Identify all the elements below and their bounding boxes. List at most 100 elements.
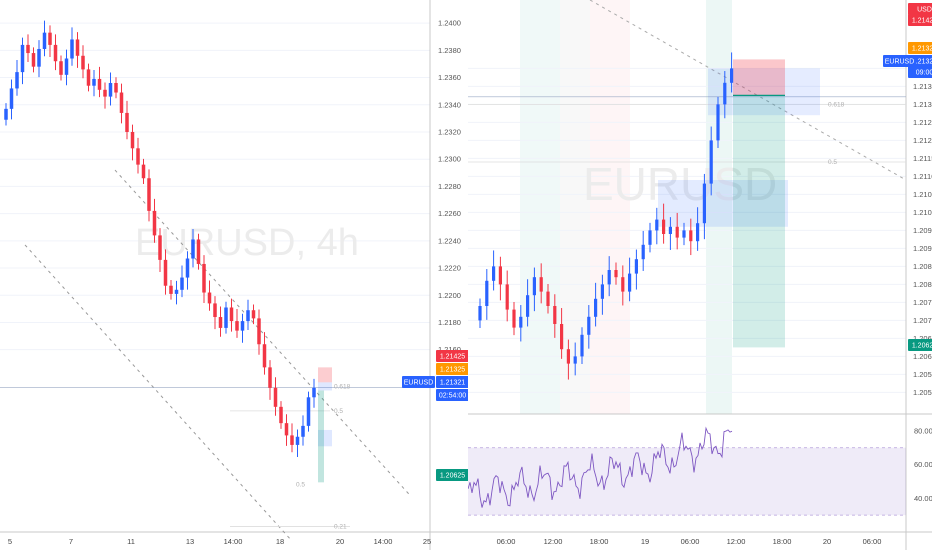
left-candle-body	[218, 317, 223, 328]
left-candle-body	[174, 289, 179, 294]
channel-lower-line	[24, 244, 291, 540]
right-candle-body	[512, 309, 516, 328]
left-candle-body	[147, 178, 151, 211]
left-candle-body	[290, 435, 294, 445]
left-price-badge-bg	[436, 363, 468, 375]
left-price-badge: 1.20625	[436, 469, 468, 481]
right-candle-body	[702, 183, 706, 224]
right-candle-body	[634, 259, 638, 274]
right-symbol-badge: EURUSD	[883, 55, 916, 67]
right-price-badge-bg	[908, 66, 932, 78]
left-symbol-badge: EURUSD	[402, 376, 435, 388]
left-price-badge-bg	[436, 469, 468, 481]
left-candle-body	[235, 321, 239, 331]
right-xtick-label: 18:00	[773, 537, 792, 546]
right-candle-body	[573, 356, 577, 364]
right-time-axis[interactable]: 06:00 12:00 18:00 19 06:00 12:00 18:00 20 06:00	[497, 537, 882, 546]
right-candle-body	[668, 226, 672, 234]
left-candle-body	[152, 210, 157, 236]
left-xtick-label: 25	[423, 537, 431, 546]
right-ytick-label: 1.2055	[913, 370, 932, 379]
right-ytick-label: 1.2110	[913, 172, 932, 181]
right-xtick-label: 06:00	[681, 537, 700, 546]
left-candle-body	[301, 425, 305, 437]
right-candle-body	[539, 277, 543, 292]
right-candle-body	[519, 316, 523, 328]
left-trade-zones[interactable]	[318, 367, 332, 483]
left-candle-body	[229, 307, 234, 322]
left-price-badge-bg	[436, 376, 468, 388]
left-candle-body	[257, 318, 261, 345]
rsi-pane[interactable]: 80.00 60.00 40.00	[468, 426, 932, 516]
left-price-badge: 1.21321	[436, 376, 468, 388]
left-candle-body	[284, 423, 289, 436]
right-ytick-label: 1.2105	[913, 190, 932, 199]
right-candle-body	[641, 244, 645, 260]
right-ytick-label: 1.2120	[913, 136, 932, 145]
right-price-badge: 1.21425	[908, 14, 932, 26]
right-ytick-label: 1.2095	[913, 226, 932, 235]
right-trade-zones[interactable]	[658, 59, 820, 348]
left-candle-body	[103, 89, 107, 97]
right-candle-body	[580, 334, 584, 357]
right-candle-body	[505, 284, 509, 310]
left-candle-body	[136, 148, 140, 165]
left-candle-body	[163, 259, 168, 286]
right-price-badge-text: 1.21321	[912, 59, 932, 66]
left-candle-body	[279, 406, 283, 424]
right-xtick-label: 12:00	[727, 537, 746, 546]
left-candle-body	[31, 53, 36, 67]
left-candle-body	[224, 307, 228, 328]
right-ytick-label: 1.2130	[913, 100, 932, 109]
left-xtick-label: 11	[127, 537, 135, 546]
channel-upper-line	[114, 169, 411, 496]
left-xtick-label: 20	[336, 537, 344, 546]
left-candle-body	[15, 72, 19, 89]
left-candle-body	[75, 39, 80, 56]
left-candle-body	[48, 32, 52, 45]
right-fib-label: 0.5	[828, 159, 837, 166]
left-candle-body	[125, 112, 129, 132]
right-demand-zone	[658, 180, 788, 227]
left-candle-body	[213, 303, 217, 318]
left-candle-body	[86, 69, 91, 86]
left-time-axis[interactable]: 5 7 11 13 14:00 18 20 14:00 25	[8, 537, 431, 546]
left-ytick-label: 1.2220	[438, 264, 461, 273]
left-candle-body	[4, 108, 8, 120]
left-candle-body	[70, 39, 74, 59]
right-candle-body	[553, 306, 557, 324]
right-price-badge-bg	[908, 14, 932, 26]
left-candle-body	[64, 58, 69, 75]
left-xtick-label: 14:00	[224, 537, 243, 546]
left-candle-body	[202, 263, 206, 293]
left-stop-zone	[318, 367, 332, 383]
left-candle-body	[306, 397, 311, 426]
left-ytick-label: 1.2200	[438, 291, 461, 300]
right-xtick-label: 06:00	[863, 537, 882, 546]
left-price-axis[interactable]: 1.2400 1.2380 1.2360 1.2340 1.2320 1.2300 1.22…	[438, 19, 461, 355]
right-price-badge-text: 1.20625	[912, 343, 932, 350]
left-candle-body	[268, 367, 272, 388]
left-candle-body	[262, 344, 267, 368]
right-price-badge-bg	[908, 3, 932, 15]
left-candle-body	[108, 82, 113, 97]
right-symbol-badge-text: EURUSD	[885, 59, 915, 66]
right-ytick-label: 1.2135	[913, 82, 932, 91]
left-candle-body	[53, 44, 58, 62]
left-price-badge: 02:54:00	[436, 389, 468, 401]
rsi-ytick-label: 80.00	[914, 426, 932, 435]
right-candle-body	[628, 273, 632, 292]
right-candle-body	[492, 266, 496, 281]
left-candle-body	[42, 32, 47, 49]
right-candle-body	[485, 280, 489, 306]
left-candle-body	[130, 131, 135, 149]
left-xtick-label: 5	[8, 537, 12, 546]
left-ytick-label: 1.2300	[438, 155, 461, 164]
right-candle-body	[682, 230, 686, 238]
right-price-badge: 09:00	[908, 66, 932, 78]
right-xtick-label: 18:00	[590, 537, 609, 546]
left-candle-body	[312, 387, 316, 398]
